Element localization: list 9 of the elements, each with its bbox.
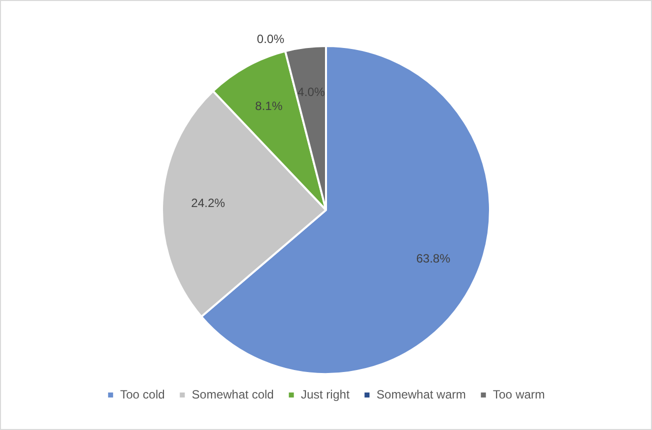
legend-label: Too cold	[120, 387, 165, 402]
text: 0.0%	[256, 32, 284, 46]
data-label: 8.1%	[255, 98, 283, 113]
legend-label: Somewhat warm	[376, 387, 466, 402]
data-label: 24.2%	[191, 196, 226, 210]
data-label: 63.8%	[416, 252, 451, 266]
legend-label: Just right	[300, 387, 350, 402]
legend-label: Somewhat cold	[192, 387, 274, 402]
legend-label: Too warm	[492, 387, 545, 402]
